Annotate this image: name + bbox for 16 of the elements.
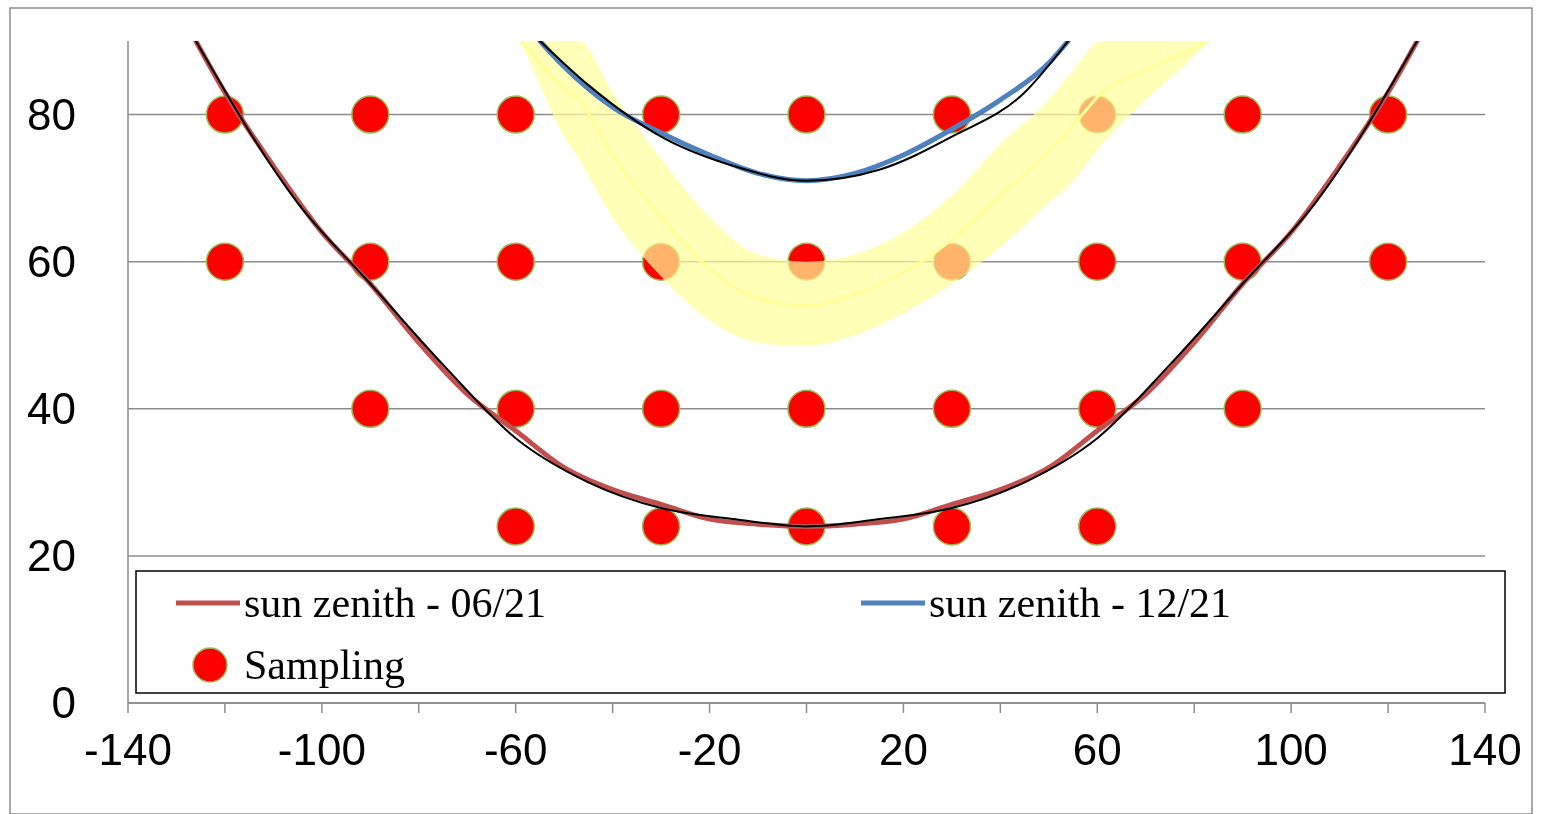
legend-label: Sampling (244, 642, 406, 688)
legend-label: sun zenith - 06/21 (244, 580, 547, 626)
x-tick-label: 20 (878, 725, 928, 774)
x-tick-label: -20 (677, 725, 742, 774)
x-tick-label: -140 (83, 725, 173, 774)
x-tick-label: 60 (1072, 725, 1122, 774)
y-tick-label: 20 (27, 530, 76, 580)
y-tick-label: 40 (27, 383, 76, 433)
y-tick-label: 80 (27, 89, 76, 139)
x-tick-label: -100 (277, 725, 366, 774)
legend-label: sun zenith - 12/21 (929, 580, 1232, 626)
x-tick-label: -60 (483, 725, 548, 774)
x-tick-label: 100 (1254, 725, 1328, 774)
x-tick-label: 140 (1448, 725, 1522, 774)
y-tick-label: 60 (27, 236, 76, 286)
y-tick-label: 0 (51, 678, 76, 727)
